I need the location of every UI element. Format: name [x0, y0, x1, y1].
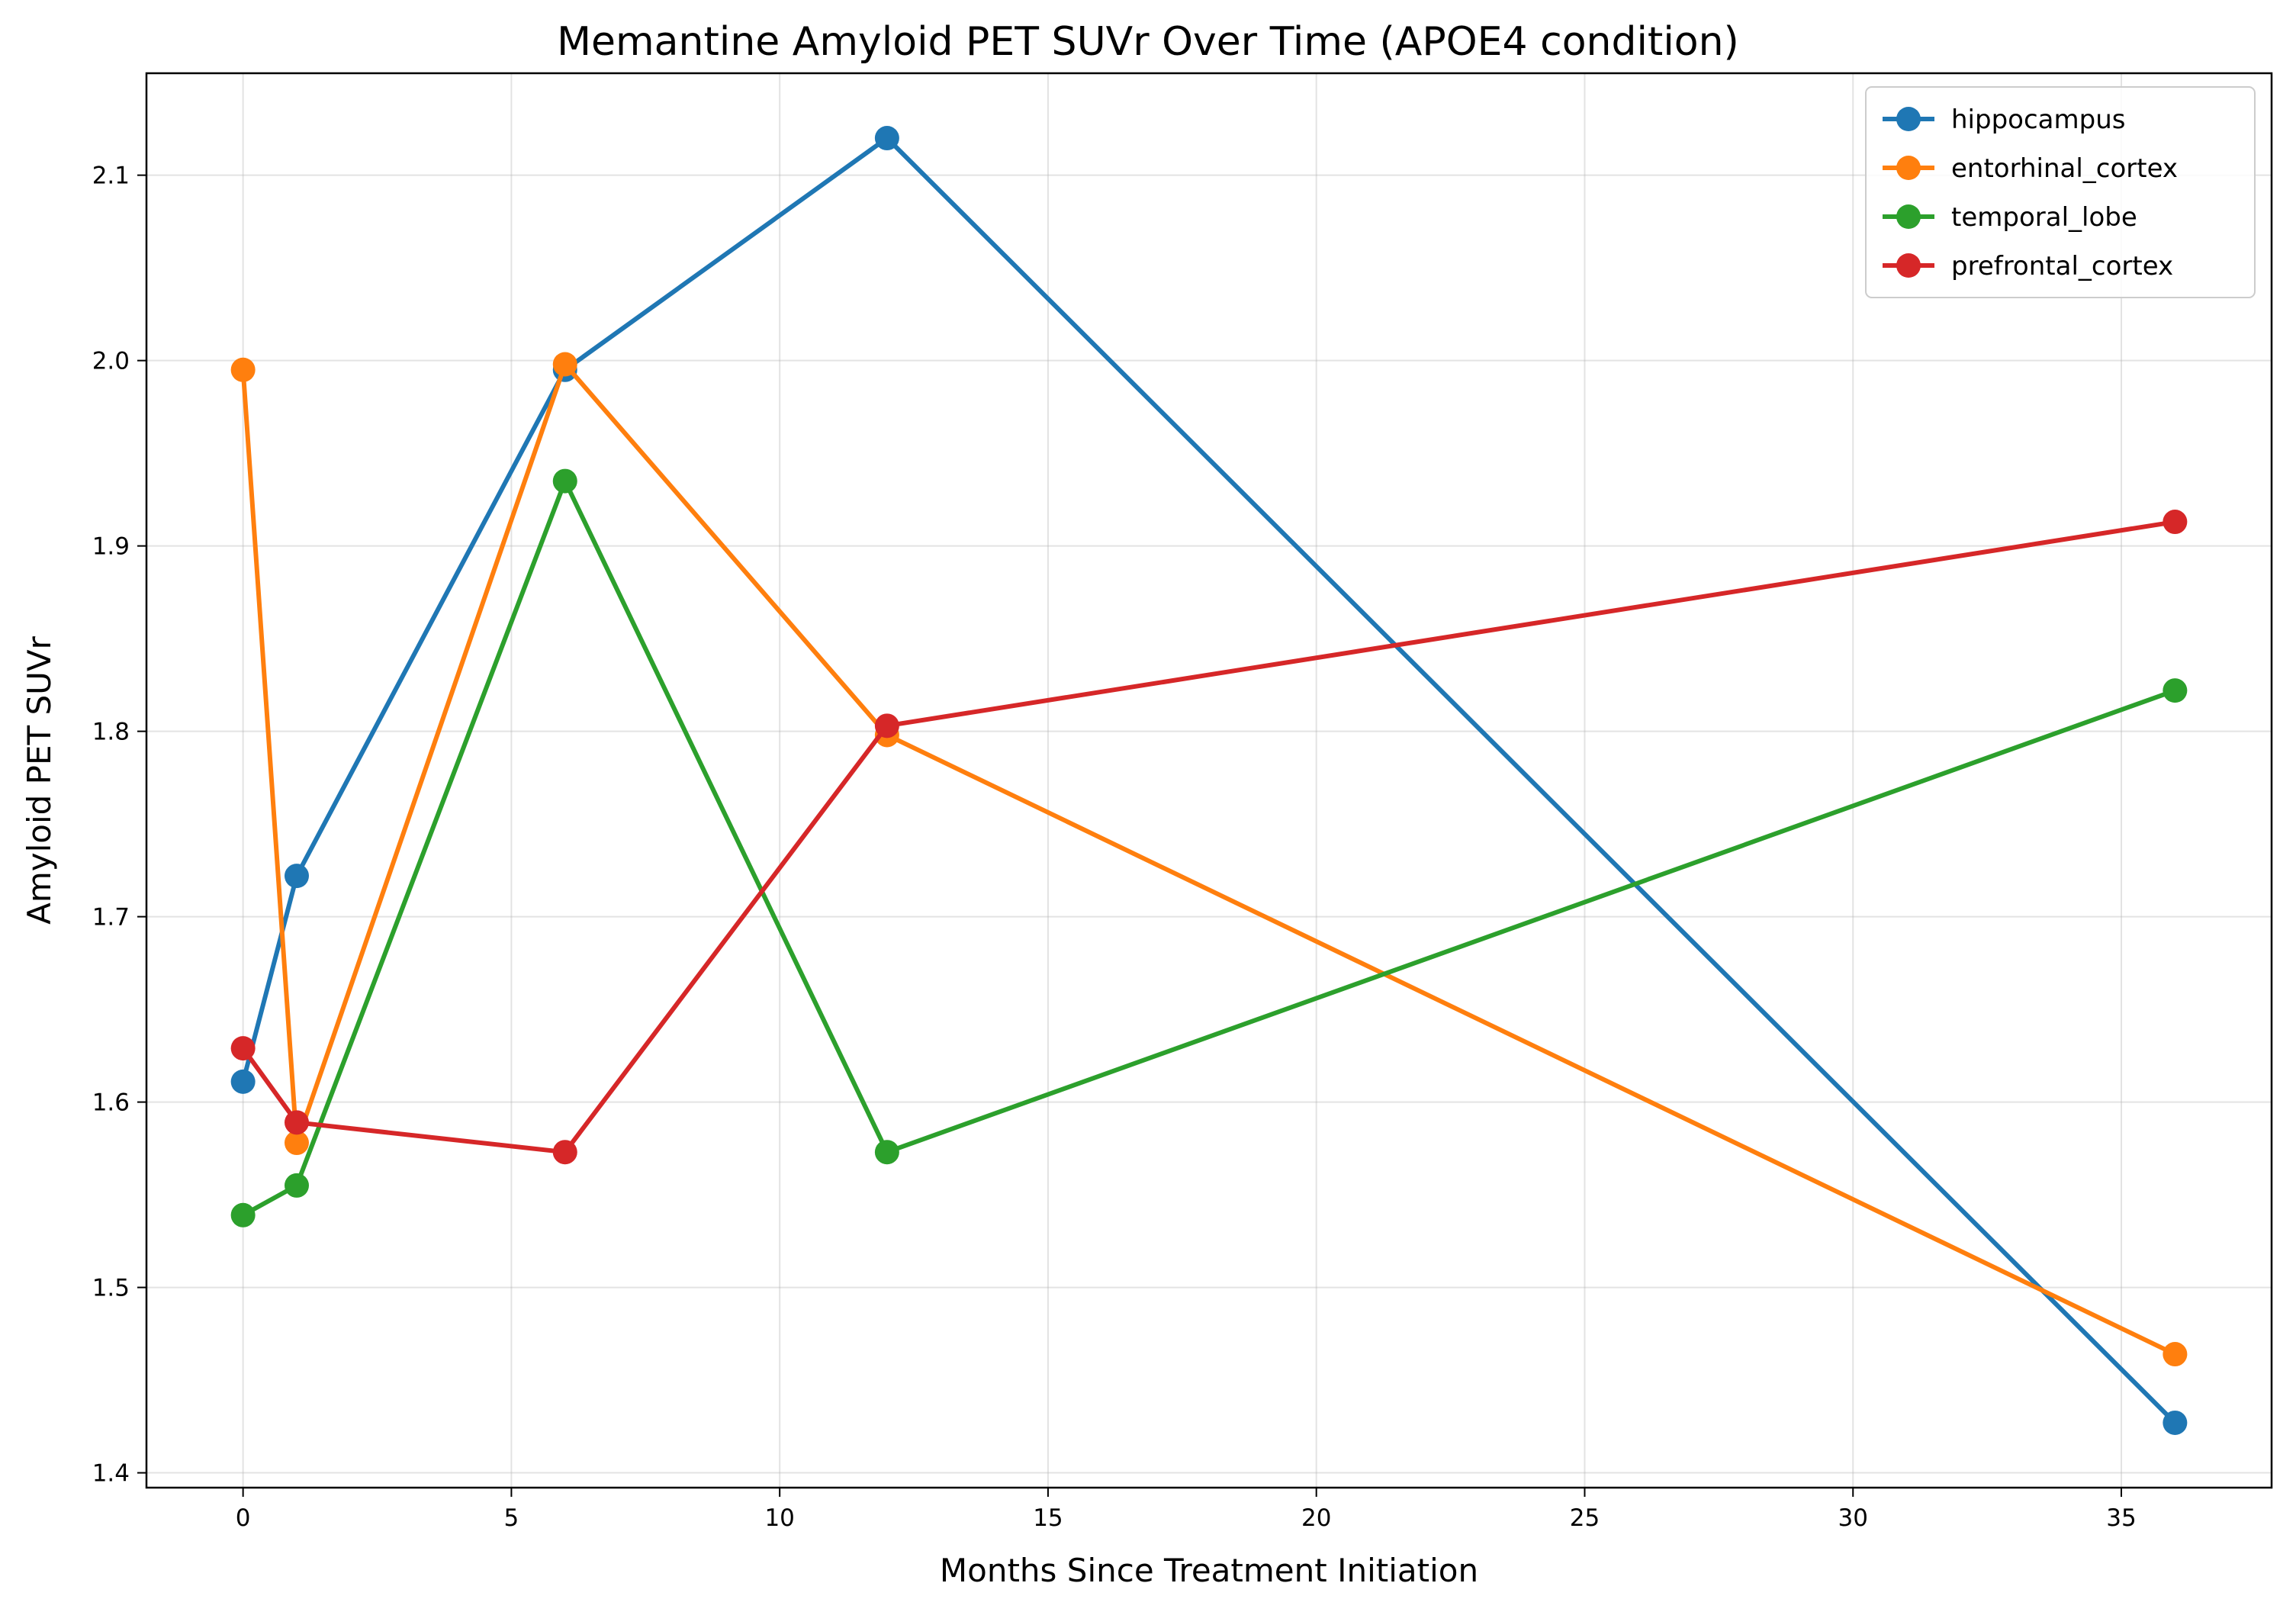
series-line	[240, 136, 2177, 1425]
legend-marker	[1896, 107, 1921, 131]
series-prefrontal-cortex	[230, 510, 2188, 1165]
legend-item: hippocampus	[1883, 105, 2125, 135]
legend-marker	[1896, 156, 1921, 180]
x-tick-label: 30	[1838, 1504, 1868, 1532]
series-hippocampus	[230, 126, 2188, 1435]
x-axis: 0 5 10 15 20 25 30 35	[236, 1488, 2137, 1532]
series-line	[241, 520, 2175, 1155]
y-tick-label: 1.5	[92, 1275, 130, 1302]
y-tick-label: 2.0	[92, 348, 130, 375]
data-point	[284, 864, 309, 889]
legend-label: hippocampus	[1951, 105, 2125, 135]
legend-marker	[1896, 253, 1921, 278]
data-point	[2163, 510, 2188, 535]
legend-label: entorhinal_cortex	[1951, 153, 2178, 184]
legend-box	[1865, 86, 2256, 298]
data-point	[284, 1173, 309, 1198]
legend-label: prefrontal_cortex	[1951, 251, 2173, 282]
y-tick-label: 1.9	[92, 533, 130, 561]
data-point	[2163, 1410, 2188, 1435]
legend-label: temporal_lobe	[1951, 202, 2137, 233]
series-line	[242, 478, 2176, 1218]
data-point	[230, 1202, 256, 1228]
legend-marker	[1896, 204, 1921, 229]
series-entorhinal-cortex	[230, 352, 2188, 1367]
legend-item: temporal_lobe	[1883, 202, 2137, 233]
y-tick-label: 1.8	[92, 719, 130, 746]
series-temporal-lobe	[230, 468, 2188, 1228]
legend-item: prefrontal_cortex	[1883, 251, 2173, 282]
legend: hippocampus entorhinal_cortex temporal_lob…	[1865, 86, 2256, 298]
data-point	[874, 713, 899, 738]
data-point	[874, 1140, 899, 1165]
data-point	[284, 1110, 309, 1135]
series-line	[240, 362, 2176, 1356]
x-tick-label: 10	[764, 1504, 794, 1532]
data-point	[230, 1036, 256, 1061]
grid-lines	[146, 73, 2272, 1488]
y-axis: 1.4 1.5 1.6 1.7 1.8 1.9 2.0 2.1	[92, 162, 146, 1488]
y-tick-label: 1.6	[92, 1089, 130, 1117]
legend-item: entorhinal_cortex	[1883, 153, 2178, 184]
x-tick-label: 0	[236, 1504, 251, 1532]
y-tick-label: 2.1	[92, 162, 130, 190]
x-tick-label: 15	[1033, 1504, 1063, 1532]
y-tick-label: 1.4	[92, 1460, 130, 1488]
data-point	[230, 357, 256, 382]
data-point	[552, 468, 577, 494]
series-layer	[230, 126, 2188, 1435]
data-point	[552, 352, 577, 377]
x-tick-label: 5	[504, 1504, 519, 1532]
data-point	[284, 1131, 309, 1156]
data-point	[874, 126, 899, 151]
data-point	[2163, 678, 2188, 703]
data-point	[552, 1140, 577, 1165]
data-point	[230, 1069, 256, 1094]
x-tick-label: 20	[1301, 1504, 1331, 1532]
x-tick-label: 25	[1570, 1504, 1600, 1532]
x-axis-label: Months Since Treatment Initiation	[940, 1552, 1478, 1589]
chart-title: Memantine Amyloid PET SUVr Over Time (AP…	[557, 19, 1739, 65]
x-tick-label: 35	[2106, 1504, 2136, 1532]
plot-frame	[145, 72, 2273, 1489]
y-tick-label: 1.7	[92, 904, 130, 931]
y-axis-label: Amyloid PET SUVr	[21, 635, 58, 925]
data-point	[2163, 1342, 2188, 1367]
